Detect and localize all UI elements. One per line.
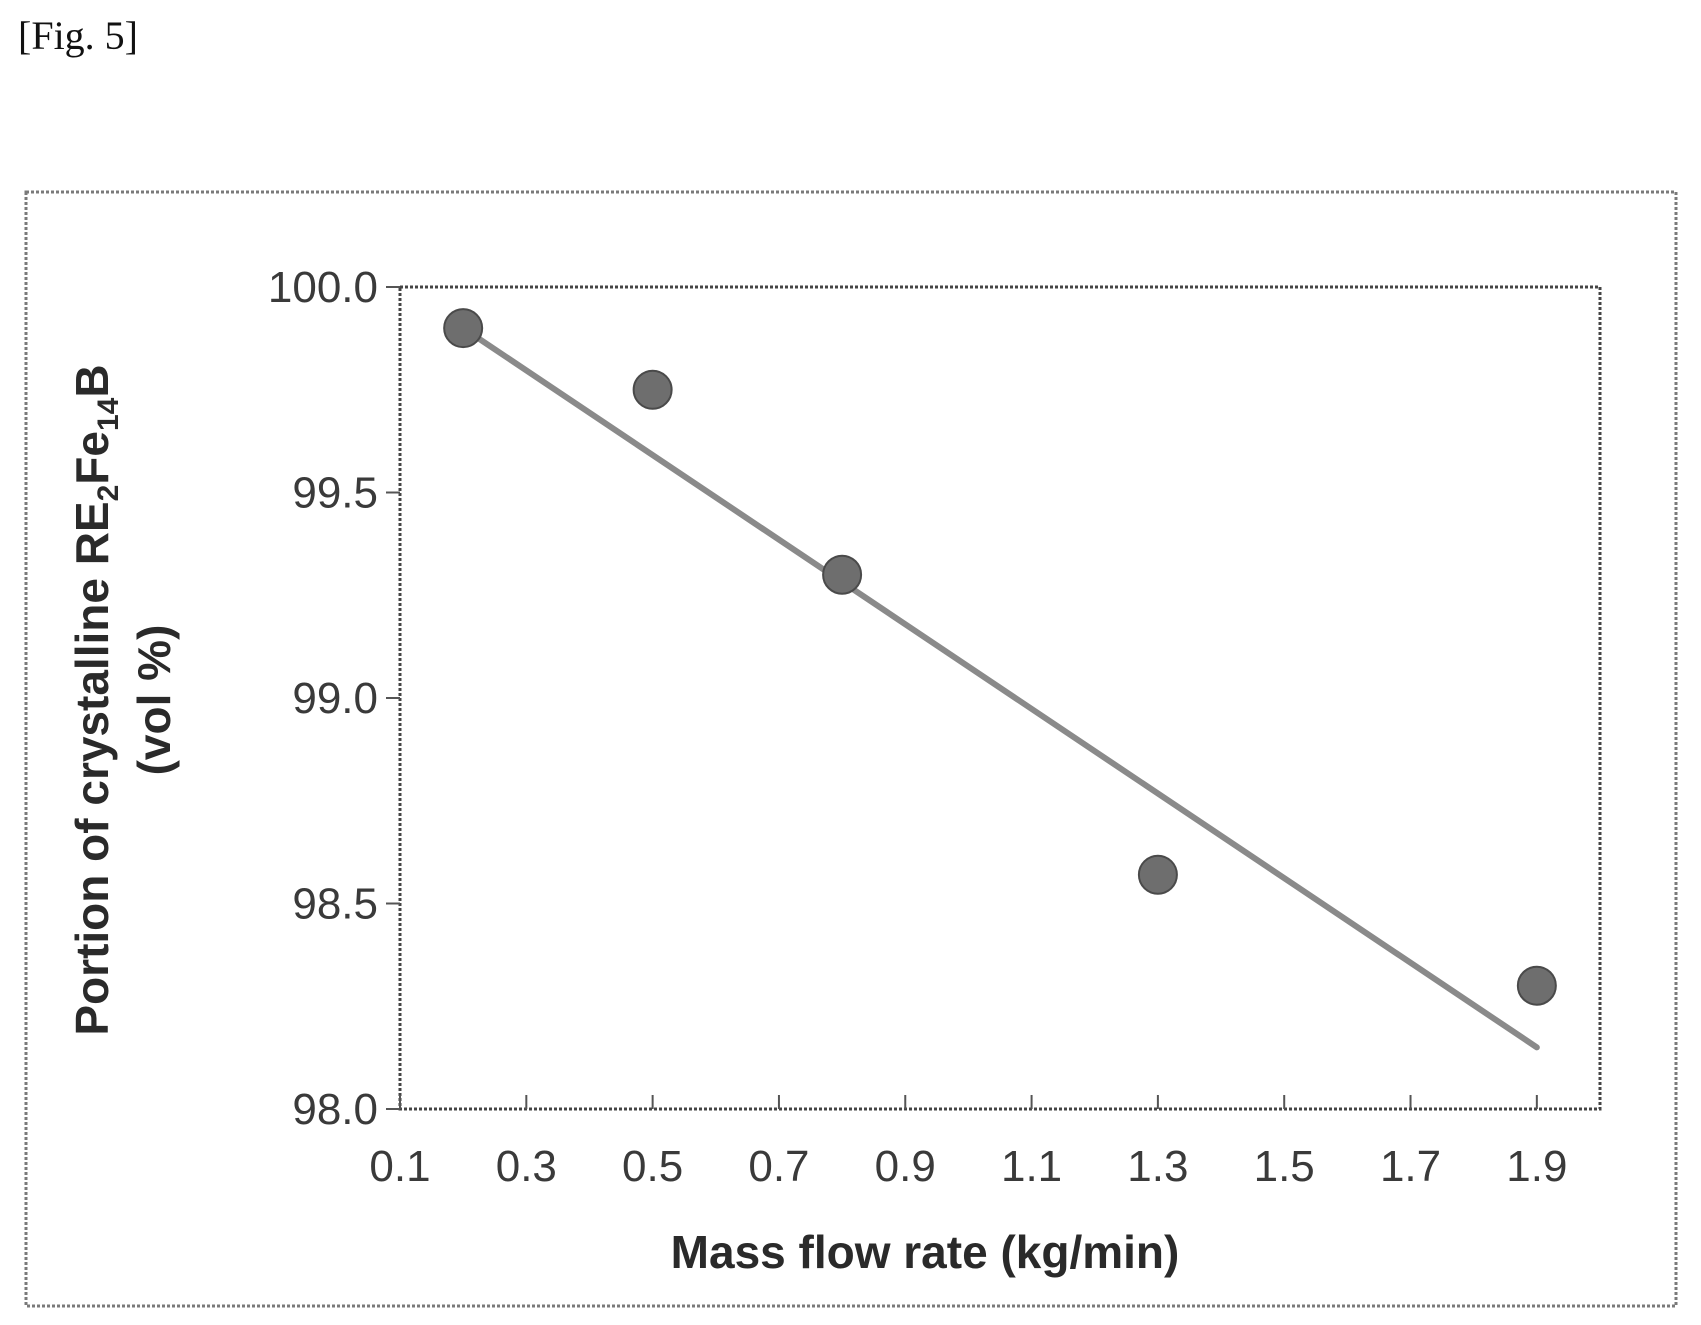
trendline-group xyxy=(460,325,1540,1051)
x-tick-label: 1.3 xyxy=(1127,1142,1188,1191)
svg-text:Portion of crystalline RE2Fe14: Portion of crystalline RE2Fe14B xyxy=(66,364,125,1035)
y-tick-label: 100.0 xyxy=(268,263,378,312)
x-tick-label: 0.9 xyxy=(875,1142,936,1191)
plot-area xyxy=(398,285,1602,1111)
data-point xyxy=(1516,965,1557,1006)
y-axis-title: Portion of crystalline RE2Fe14B (vol %) xyxy=(66,364,180,1035)
y-axis-title-text-a: Portion of crystalline RE xyxy=(66,501,118,1035)
x-tick-label: 1.7 xyxy=(1380,1142,1441,1191)
y-tick-label: 99.0 xyxy=(292,674,378,723)
y-axis-title-sub-b: 14 xyxy=(92,397,125,431)
y-tick-label: 98.5 xyxy=(292,880,378,929)
y-axis-title-line2: (vol %) xyxy=(128,625,180,776)
y-axis-title-sub-a: 2 xyxy=(92,485,125,502)
x-tick-label: 0.5 xyxy=(622,1142,683,1191)
data-point xyxy=(1137,854,1178,895)
trendline xyxy=(460,325,1540,1051)
y-axis-title-text-c: B xyxy=(66,364,118,397)
y-axis-ticks: 98.0 98.5 99.0 99.5 100.0 xyxy=(268,263,400,1134)
x-tick-label: 1.5 xyxy=(1254,1142,1315,1191)
x-tick-label: 0.1 xyxy=(369,1142,430,1191)
x-tick-label: 0.7 xyxy=(748,1142,809,1191)
data-points xyxy=(443,308,1557,1006)
x-axis-title: Mass flow rate (kg/min) xyxy=(671,1226,1180,1278)
x-tick-label: 1.1 xyxy=(1001,1142,1062,1191)
data-point xyxy=(822,554,863,595)
x-axis-ticks: 0.1 0.3 0.5 0.7 0.9 1.1 1.3 1.5 1.7 1.9 xyxy=(369,1095,1567,1191)
data-point xyxy=(632,369,673,410)
figure-label: [Fig. 5] xyxy=(18,13,138,58)
y-axis-title-text-b: Fe xyxy=(66,431,118,485)
chart-frame xyxy=(24,190,1678,1308)
x-tick-label: 0.3 xyxy=(496,1142,557,1191)
y-tick-label: 99.5 xyxy=(292,469,378,518)
y-tick-label: 98.0 xyxy=(292,1085,378,1134)
x-tick-label: 1.9 xyxy=(1506,1142,1567,1191)
data-point xyxy=(443,308,484,349)
